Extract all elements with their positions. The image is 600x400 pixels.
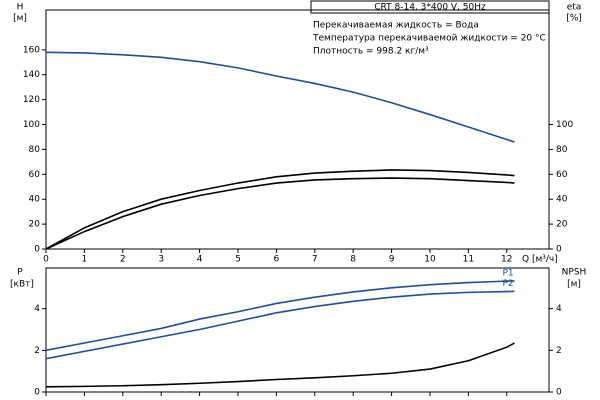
curve	[45, 169, 515, 250]
y2-axis-unit: [м]	[567, 280, 581, 290]
x-tick-label: 8	[350, 255, 356, 265]
y-tick-label: 0	[34, 245, 40, 255]
y2-tick-label: 20	[556, 220, 568, 230]
curve	[45, 290, 515, 360]
y-tick-label: 4	[34, 304, 40, 314]
x-tick-label: 6	[274, 255, 280, 265]
x-tick-label: 12	[501, 255, 512, 265]
y-tick-label: 2	[34, 346, 40, 356]
x-axis-label: Q [м³/ч]	[522, 255, 558, 265]
y-axis-label: H	[17, 3, 24, 13]
x-tick-label: 5	[235, 255, 241, 265]
chart-title: CRT 8-14, 3*400 V, 50Hz	[374, 3, 486, 13]
y-tick-label: 80	[29, 145, 41, 155]
x-tick-label: 10	[424, 255, 436, 265]
y2-tick-label: 100	[556, 120, 573, 130]
y-axis-unit: [м]	[13, 14, 27, 24]
curve	[45, 51, 515, 143]
y-tick-label: 60	[29, 170, 41, 180]
annotation: Перекачиваемая жидкость = Вода	[313, 21, 479, 31]
x-tick-label: 1	[82, 255, 88, 265]
x-tick-label: 11	[463, 255, 474, 265]
x-tick-label: 0	[43, 255, 49, 265]
series-label: P1	[502, 268, 513, 278]
y-tick-label: 100	[23, 120, 40, 130]
y2-tick-label: 0	[556, 245, 562, 255]
y-axis-unit: [кВт]	[10, 280, 34, 290]
y2-axis-label: NPSH	[562, 268, 587, 278]
curve	[45, 177, 515, 250]
y-tick-label: 160	[23, 45, 40, 55]
y-axis-label: P	[17, 268, 23, 278]
y2-tick-label: 2	[556, 346, 562, 356]
info-box	[310, 0, 550, 14]
x-tick-label: 4	[197, 255, 203, 265]
x-tick-label: 7	[312, 255, 318, 265]
x-tick-label: 9	[389, 255, 395, 265]
y2-tick-label: 0	[556, 388, 562, 398]
plot-frame	[45, 9, 550, 250]
y2-axis-label: eta	[567, 3, 582, 13]
y-tick-label: 40	[29, 195, 41, 205]
annotation: Плотность = 998.2 кг/м³	[313, 47, 429, 57]
x-tick-label: 2	[120, 255, 126, 265]
y2-axis-unit: [%]	[566, 14, 582, 24]
curve	[45, 342, 515, 388]
plot-frame	[45, 267, 550, 393]
x-tick-label: 3	[158, 255, 164, 265]
y-tick-label: 0	[34, 388, 40, 398]
annotation: Температура перекачиваемой жидкости = 20…	[312, 34, 546, 44]
y2-tick-label: 60	[556, 170, 568, 180]
series-label: P2	[502, 279, 513, 289]
y2-tick-label: 80	[556, 145, 568, 155]
y2-tick-label: 4	[556, 304, 562, 314]
curve	[45, 280, 515, 352]
y-tick-label: 20	[29, 220, 41, 230]
y2-tick-label: 40	[556, 195, 568, 205]
y-tick-label: 140	[23, 70, 40, 80]
y-tick-label: 120	[23, 95, 40, 105]
